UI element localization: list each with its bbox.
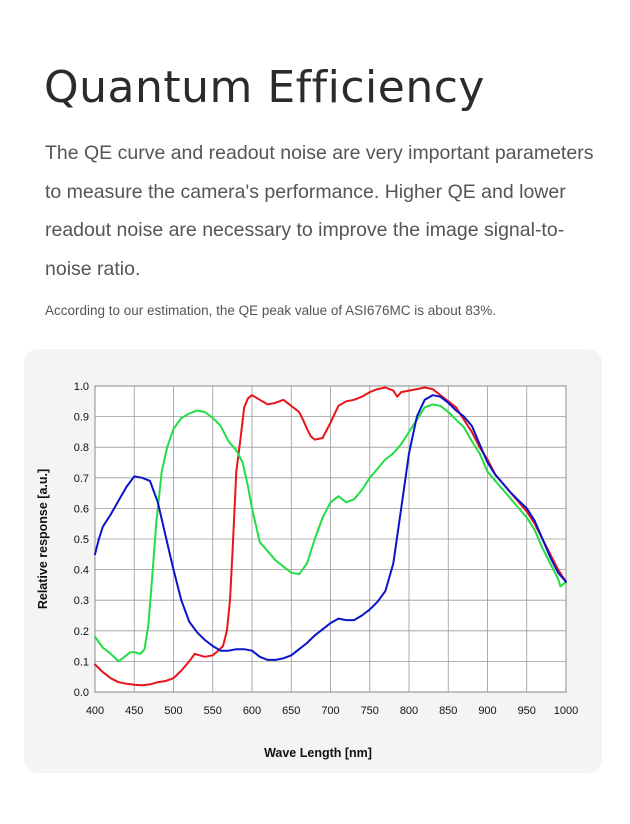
x-tick-label: 600 [243,705,261,717]
y-tick-label: 0.7 [74,473,89,485]
blue-qe-curve [94,394,567,661]
y-tick-label: 0.0 [74,687,89,699]
y-tick-label: 0.5 [74,534,89,546]
x-tick-label: 450 [125,705,143,717]
y-tick-label: 0.2 [74,626,89,638]
y-tick-label: 1.0 [74,381,89,393]
page-title: Quantum Efficiency [44,62,485,113]
x-tick-label: 650 [282,705,300,717]
qe-peak-note: According to our estimation, the QE peak… [45,303,497,318]
qe-chart: 400 450 500 550 600 650 700 750 800 850 900 950 1000… [36,381,579,760]
x-tick-label: 1000 [554,705,578,717]
x-tick-label: 800 [400,705,418,717]
y-tick-label: 0.8 [74,442,89,454]
x-tick-label: 750 [361,705,379,717]
y-tick-label: 0.9 [74,412,89,424]
x-tick-label: 500 [164,705,182,717]
intro-paragraph: The QE curve and readout noise are very … [45,142,594,280]
y-axis-title: Relative response [a.u.] [36,469,50,609]
x-tick-label: 550 [204,705,222,717]
green-qe-curve [94,403,567,663]
chart-card: 400 450 500 550 600 650 700 750 800 850 900 950 1000… [24,349,602,773]
x-tick-label: 400 [86,705,104,717]
red-qe-curve [94,386,567,687]
x-tick-label: 700 [321,705,339,717]
y-tick-label: 0.3 [74,595,89,607]
y-tick-label: 0.1 [74,656,89,668]
grid [94,385,567,693]
y-tick-label: 0.6 [74,503,89,515]
x-tick-label: 850 [439,705,457,717]
tick-labels: 400 450 500 550 600 650 700 750 800 850 900 950 1000… [74,381,579,717]
x-tick-label: 950 [518,705,536,717]
series-layer [94,386,567,687]
x-axis-title: Wave Length [nm] [264,746,372,760]
y-tick-label: 0.4 [74,565,89,577]
x-tick-label: 900 [478,705,496,717]
